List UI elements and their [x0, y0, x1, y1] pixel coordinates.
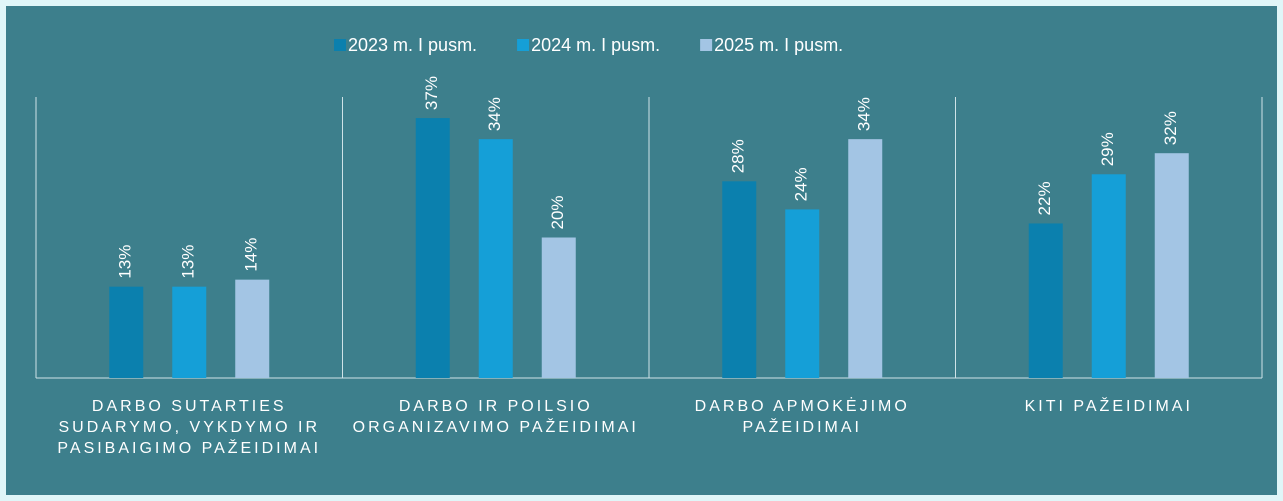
legend-swatch — [700, 39, 713, 51]
bar — [848, 139, 883, 378]
x-tick-label-box: KITI PAŽEIDIMAI — [1024, 398, 1193, 415]
data-label: 34% — [485, 97, 504, 131]
bar — [1154, 153, 1189, 378]
data-label: 37% — [422, 76, 441, 110]
data-label: 20% — [548, 195, 567, 229]
data-label: 24% — [792, 167, 811, 201]
x-tick-label: DARBO SUTARTIES SUDARYMO, VYKDYMO IR PAS… — [57, 398, 322, 457]
bar — [235, 279, 270, 378]
legend-swatch — [334, 39, 346, 51]
data-label: 29% — [1098, 132, 1117, 166]
data-label: 22% — [1035, 181, 1054, 215]
data-label: 32% — [1161, 111, 1180, 145]
legend-label: 2024 m. I pusm. — [531, 35, 660, 55]
bar — [415, 118, 450, 378]
x-tick-label-box: DARBO SUTARTIES SUDARYMO, VYKDYMO IR PAS… — [57, 398, 322, 457]
bar — [1028, 223, 1063, 378]
legend-label: 2023 m. I pusm. — [348, 35, 477, 55]
legend-swatch — [517, 39, 530, 51]
data-label: 34% — [855, 97, 874, 131]
legend: 2023 m. I pusm. 2024 m. I pusm. 2025 m. I … — [334, 35, 843, 55]
bar — [478, 139, 513, 378]
legend-label: 2025 m. I pusm. — [714, 35, 843, 55]
bar — [1091, 174, 1126, 378]
bar — [785, 209, 820, 378]
data-label: 14% — [242, 238, 261, 272]
bar — [109, 286, 144, 378]
x-tick-label-box: DARBO IR POILSIO ORGANIZAVIMO PAŽEIDIMAI — [352, 398, 639, 436]
data-label: 28% — [729, 139, 748, 173]
bar — [172, 286, 207, 378]
x-tick-label: KITI PAŽEIDIMAI — [1024, 398, 1193, 415]
x-tick-label: DARBO APMOKĖJIMO PAŽEIDIMAI — [694, 398, 910, 436]
bar — [722, 181, 757, 378]
chart-background — [6, 6, 1277, 495]
data-label: 13% — [116, 245, 135, 279]
data-label: 13% — [179, 245, 198, 279]
x-tick-label-box: DARBO APMOKĖJIMO PAŽEIDIMAI — [694, 398, 910, 436]
x-tick-label: DARBO IR POILSIO ORGANIZAVIMO PAŽEIDIMAI — [352, 398, 639, 436]
bar — [541, 237, 576, 378]
